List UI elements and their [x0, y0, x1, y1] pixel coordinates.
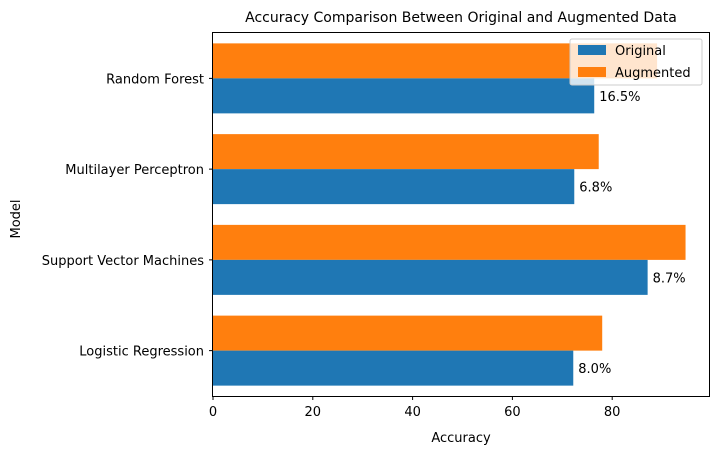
x-tick-label: 0 [209, 405, 217, 420]
x-tick-label: 80 [604, 405, 621, 420]
legend-swatch-original [578, 45, 606, 55]
data-label: 16.5% [599, 90, 640, 105]
x-tick-label: 20 [305, 405, 322, 420]
y-tick-label: Support Vector Machines [42, 254, 204, 269]
legend-label-original: Original [615, 44, 666, 59]
bar-augmented [213, 224, 686, 260]
bar-original [213, 78, 595, 114]
plot-frame [212, 32, 710, 397]
x-axis-label: Accuracy [431, 431, 491, 446]
x-tick-label: 60 [504, 405, 521, 420]
legend: Original Augmented [569, 38, 703, 86]
data-label: 6.8% [579, 181, 612, 196]
y-axis-label: Model [9, 199, 24, 238]
plot-area: 8.0% 8.7% 6.8% 16.5% [213, 43, 686, 386]
bar-original [213, 169, 575, 205]
legend-label-augmented: Augmented [615, 66, 691, 81]
bars [213, 43, 686, 386]
data-label: 8.0% [578, 362, 611, 377]
data-labels: 8.0% 8.7% 6.8% 16.5% [578, 90, 685, 377]
x-tick-label: 40 [404, 405, 421, 420]
data-label: 8.7% [653, 271, 686, 286]
x-axis-ticks: 0 20 40 60 80 [209, 396, 621, 420]
bar-original [213, 350, 574, 386]
y-tick-label: Logistic Regression [79, 345, 204, 360]
bar-augmented [213, 134, 599, 170]
legend-swatch-augmented [578, 67, 606, 77]
bar-original [213, 259, 648, 295]
y-axis-ticks: Logistic Regression Support Vector Machin… [42, 72, 213, 360]
y-tick-label: Random Forest [106, 72, 204, 87]
bar-augmented [213, 315, 603, 351]
y-tick-label: Multilayer Perceptron [65, 163, 204, 178]
chart-title: Accuracy Comparison Between Original and… [245, 10, 677, 26]
